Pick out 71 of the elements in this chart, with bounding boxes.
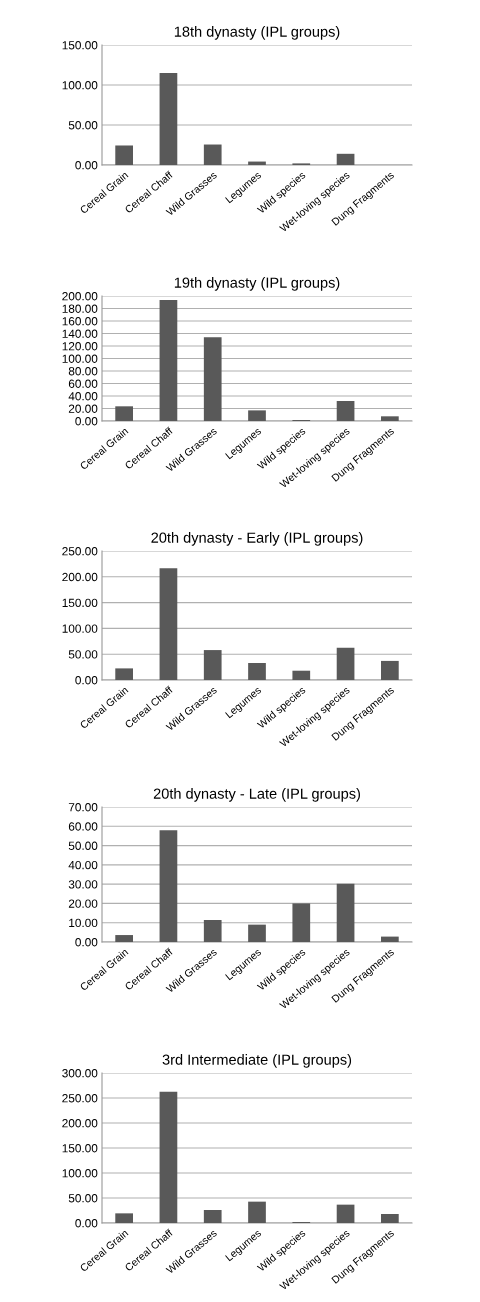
y-tick-label: 150.00 [62,41,98,50]
y-tick-label: 160.00 [62,317,98,326]
bar [248,1201,266,1223]
y-tick-label: 100.00 [62,1169,98,1178]
bar [381,416,399,421]
y-tick-label: 150.00 [62,598,98,607]
y-tick-label: 50.00 [68,1194,98,1203]
bar [115,406,133,421]
bar [381,1214,399,1223]
y-tick-label: 50.00 [68,841,98,850]
bar [115,145,133,165]
bar [336,883,355,942]
bar [381,936,399,942]
bar [203,1210,222,1223]
y-tick-label: 250.00 [62,547,98,556]
chart-title: 20th dynasty - Late (IPL groups) [153,788,360,802]
bar [381,660,399,680]
bar [248,410,266,421]
y-tick-label: 150.00 [62,1144,98,1153]
y-tick-label: 0.00 [75,417,98,426]
y-tick-label: 200.00 [62,292,98,301]
bar [159,73,178,165]
y-tick-label: 250.00 [62,1094,98,1103]
bar [203,650,222,680]
chart-title: 3rd Intermediate (IPL groups) [162,1054,352,1068]
y-tick-label: 0.00 [75,1219,98,1228]
y-tick-label: 50.00 [68,650,98,659]
chart-title: 18th dynasty (IPL groups) [174,26,340,40]
bar [248,924,266,942]
y-tick-label: 50.00 [68,121,98,130]
bar [159,300,178,421]
y-tick-label: 70.00 [68,803,98,812]
chart-title: 19th dynasty (IPL groups) [174,277,340,291]
bar [115,1213,133,1223]
y-tick-label: 20.00 [68,899,98,908]
chart-title: 20th dynasty - Early (IPL groups) [151,532,363,546]
bar [292,903,311,942]
bar [203,144,222,165]
y-tick-label: 80.00 [68,367,98,376]
y-tick-label: 20.00 [68,404,98,413]
bar [115,668,133,680]
bar [159,568,178,680]
y-tick-label: 0.00 [75,161,98,170]
bar [203,920,222,942]
y-tick-label: 40.00 [68,392,98,401]
bar [336,153,355,165]
y-tick-label: 10.00 [69,918,98,928]
y-tick-label: 100.00 [62,81,98,90]
bar [159,1091,178,1223]
y-tick-label: 300.00 [62,1069,98,1078]
bar [248,662,266,680]
y-tick-label: 200.00 [62,1119,98,1128]
y-tick-label: 60.00 [68,822,98,831]
bar [292,670,311,680]
y-tick-label: 60.00 [68,379,98,388]
y-tick-label: 200.00 [62,572,98,582]
bar [336,647,355,680]
bar [336,401,355,421]
y-tick-label: 180.00 [62,304,98,313]
y-tick-label: 0.00 [75,938,98,947]
bar [115,935,133,942]
bar [203,337,222,421]
y-tick-label: 140.00 [62,329,98,338]
y-tick-label: 100.00 [62,624,98,633]
bar [336,1204,355,1223]
y-tick-label: 0.00 [75,676,98,685]
y-tick-label: 120.00 [62,342,98,351]
bar [159,830,178,942]
y-tick-label: 30.00 [68,880,98,889]
y-tick-label: 100.00 [62,354,98,363]
y-tick-label: 40.00 [68,860,98,870]
